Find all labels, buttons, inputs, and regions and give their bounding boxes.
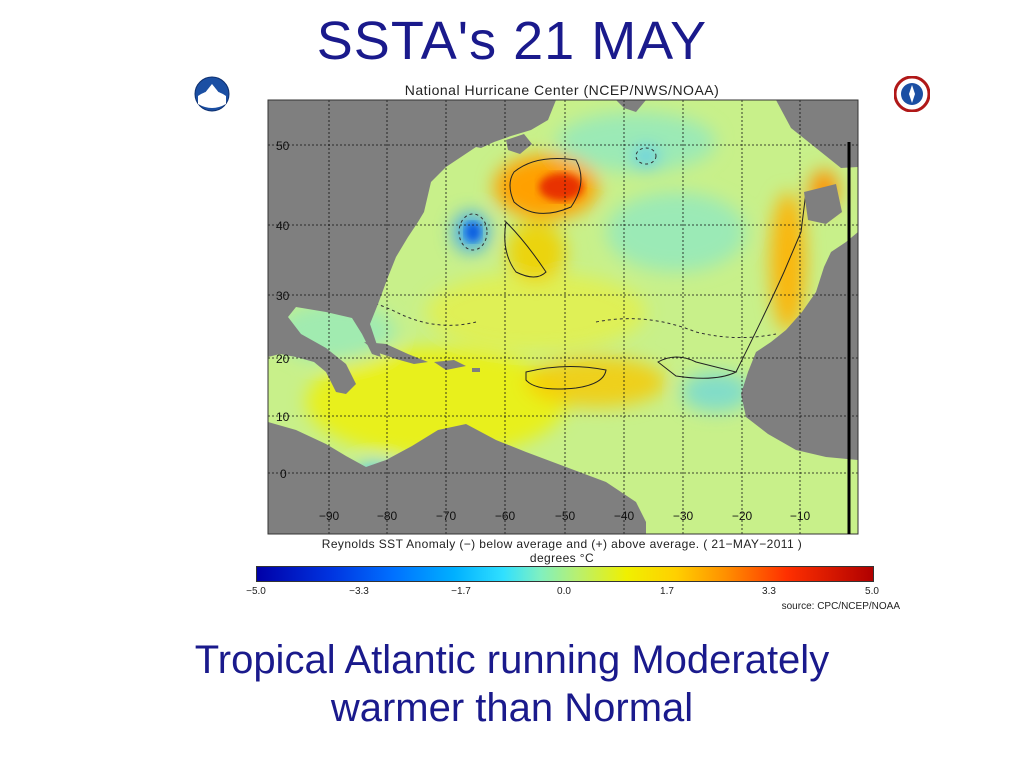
lon-label: −60 — [495, 509, 516, 523]
lat-label: 10 — [276, 410, 290, 424]
colorbar-tick: −1.7 — [451, 586, 471, 597]
colorbar-tick: −3.3 — [349, 586, 369, 597]
nws-logo-icon — [893, 75, 931, 113]
lon-label: −30 — [673, 509, 694, 523]
map-frame — [267, 99, 859, 535]
lon-label: −20 — [732, 509, 753, 523]
colorbar-tick: 0.0 — [557, 586, 571, 597]
slide-subtitle: Tropical Atlantic running Moderately war… — [0, 636, 1024, 732]
cold-anomaly — [465, 222, 481, 242]
figure-caption: Reynolds SST Anomaly (−) below average a… — [176, 537, 948, 565]
lat-label: 0 — [280, 467, 287, 481]
caption-line: Reynolds SST Anomaly (−) below average a… — [321, 537, 803, 551]
noaa-logo-icon — [194, 76, 230, 112]
lat-label: 30 — [276, 289, 290, 303]
lon-label: −80 — [377, 509, 398, 523]
figure-title: National Hurricane Center (NCEP/NWS/NOAA… — [404, 82, 720, 98]
lat-label: 40 — [276, 219, 290, 233]
land — [268, 100, 858, 534]
lat-label: 50 — [276, 139, 290, 153]
lon-label: −10 — [790, 509, 811, 523]
colorbar-tick: −5.0 — [246, 586, 266, 597]
hot-anomaly — [539, 173, 583, 201]
colorbar-tick: 5.0 — [865, 586, 879, 597]
lon-label: −90 — [319, 509, 340, 523]
sst-anomaly-figure: National Hurricane Center (NCEP/NWS/NOAA… — [176, 72, 948, 616]
subtitle-line: warmer than Normal — [330, 686, 694, 730]
colorbar — [256, 566, 874, 582]
caption-units: degrees °C — [529, 551, 595, 565]
lat-label: 20 — [276, 352, 290, 366]
lon-label: −50 — [555, 509, 576, 523]
colorbar-tick: 1.7 — [660, 586, 674, 597]
subtitle-line: Tropical Atlantic running Moderately — [194, 638, 830, 682]
source-credit: source: CPC/NCEP/NOAA — [781, 601, 900, 612]
slide-title: SSTA's 21 MAY — [316, 11, 708, 71]
lon-label: −40 — [614, 509, 635, 523]
graticule — [268, 100, 858, 534]
colorbar-tick: 3.3 — [762, 586, 776, 597]
contour-lines — [504, 158, 807, 390]
sst-map: 50 40 30 20 10 0 −90 −80 −70 −60 −50 −40… — [267, 99, 859, 535]
lon-label: −70 — [436, 509, 457, 523]
